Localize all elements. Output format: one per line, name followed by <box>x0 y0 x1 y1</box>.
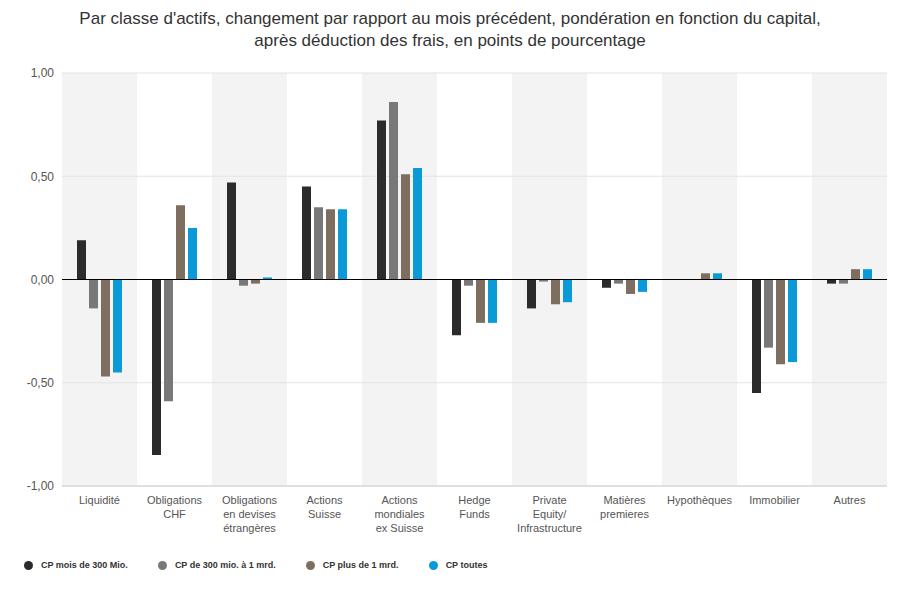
html-text:CP de 300 mio. à 1 mrd.: CP de 300 mio. à 1 mrd. <box>174 560 276 570</box>
svg-text:-0,50: -0,50 <box>27 376 55 390</box>
html-text:CP toutes: CP toutes <box>445 560 488 570</box>
svg-text:Liquidité: Liquidité <box>79 494 120 506</box>
svg-text:ObligationsCHF: ObligationsCHF <box>147 494 203 520</box>
svg-text:Autres: Autres <box>834 494 866 506</box>
svg-text:HedgeFunds: HedgeFunds <box>458 494 490 520</box>
svg-text:Immobilier: Immobilier <box>749 494 800 506</box>
svg-text:Matièrespremieres: Matièrespremieres <box>600 494 649 520</box>
svg-text:Hypothèques: Hypothèques <box>667 494 732 506</box>
svg-text:0,00: 0,00 <box>31 273 55 287</box>
svg-text:-1,00: -1,00 <box>27 479 55 493</box>
svg-text:0,50: 0,50 <box>31 170 55 184</box>
svg-text:ActionsSuisse: ActionsSuisse <box>306 494 343 520</box>
svg-text:PrivateEquity/Infrastructure: PrivateEquity/Infrastructure <box>517 494 582 534</box>
svg-text:1,00: 1,00 <box>31 66 55 80</box>
svg-text:Obligationsen devisesétrangère: Obligationsen devisesétrangères <box>222 494 278 534</box>
html-text:CP plus de 1 mrd.: CP plus de 1 mrd. <box>322 560 399 570</box>
html-text:après déduction des frais, en: après déduction des frais, en points de … <box>254 31 646 50</box>
html-text:CP mois de 300 Mio.: CP mois de 300 Mio. <box>41 560 128 570</box>
html-text:Par classe d'actifs, changemen: Par classe d'actifs, changement par rapp… <box>79 9 821 28</box>
svg-text:Actionsmondialesex Suisse: Actionsmondialesex Suisse <box>374 494 425 534</box>
